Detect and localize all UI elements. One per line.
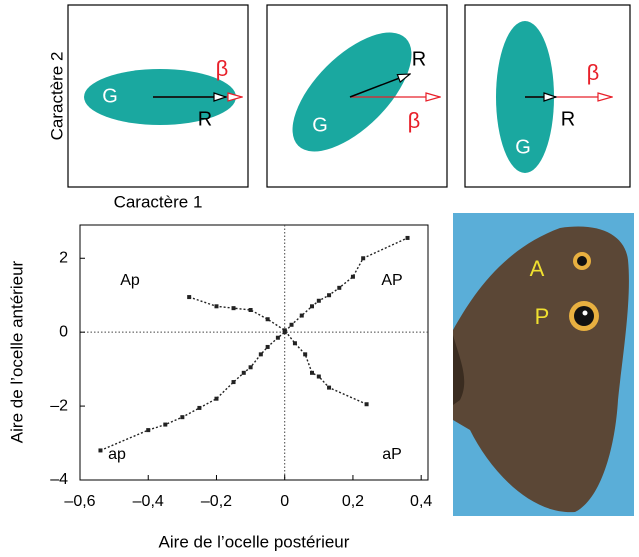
g-label: G — [102, 85, 118, 107]
x-tick-label: 0 — [280, 493, 289, 510]
point — [163, 423, 167, 427]
butterfly-photo: A P — [453, 213, 634, 516]
point — [249, 308, 253, 312]
eyespot — [583, 311, 588, 316]
diagram-panel: G β R — [267, 5, 447, 187]
diagram-panel: G β R — [465, 5, 630, 187]
y-tick-label: 2 — [59, 249, 68, 266]
point — [303, 352, 307, 356]
r-label: R — [412, 48, 426, 70]
x-axis-title: Aire de l’ocelle postérieur — [159, 532, 350, 551]
point — [180, 415, 184, 419]
y-tick-label: 0 — [59, 323, 68, 340]
plot-frame — [80, 225, 428, 480]
x-tick-label: –0,6 — [64, 493, 95, 510]
point — [361, 256, 365, 260]
point — [290, 323, 294, 327]
diagram-y-title: Caractère 2 — [47, 52, 66, 141]
point — [266, 345, 270, 349]
y-axis-title: Aire de l’ocelle antérieur — [7, 260, 26, 443]
point — [232, 380, 236, 384]
y-tick-label: –4 — [50, 471, 68, 488]
point — [300, 314, 304, 318]
point — [310, 304, 314, 308]
point — [214, 304, 218, 308]
diagram-panel: G β R — [68, 5, 248, 187]
x-tick-label: 0,4 — [410, 493, 432, 510]
photo-label: P — [535, 304, 550, 329]
series-line — [189, 297, 366, 404]
series-line — [100, 238, 407, 451]
point — [365, 402, 369, 406]
point — [327, 386, 331, 390]
diagram-x-title: Caractère 1 — [114, 192, 203, 211]
point — [351, 275, 355, 279]
point — [293, 341, 297, 345]
annotation: AP — [381, 272, 402, 289]
point — [276, 336, 280, 340]
eyespot — [574, 306, 594, 326]
eyespot — [577, 256, 587, 266]
point — [327, 293, 331, 297]
beta-label: β — [216, 56, 229, 81]
point — [317, 375, 321, 379]
x-tick-label: 0,2 — [342, 493, 364, 510]
point — [98, 448, 102, 452]
y-tick-label: –2 — [50, 397, 68, 414]
point — [310, 371, 314, 375]
r-label: R — [561, 108, 575, 130]
point — [337, 286, 341, 290]
g-label: G — [515, 136, 531, 158]
g-label: G — [312, 114, 328, 136]
point — [232, 306, 236, 310]
point — [259, 352, 263, 356]
point — [266, 317, 270, 321]
point — [249, 365, 253, 369]
annotation: Ap — [120, 272, 140, 289]
point — [283, 328, 287, 332]
point — [146, 428, 150, 432]
annotation: aP — [382, 446, 402, 463]
figure: G β R G β R G β R Caractère 2 Caractère … — [0, 0, 639, 557]
r-label: R — [198, 108, 212, 130]
photo-label: A — [530, 256, 545, 281]
point — [214, 397, 218, 401]
point — [406, 236, 410, 240]
x-tick-label: –0,4 — [133, 493, 164, 510]
chart: Aire de l’ocelle postérieur Aire de l’oc… — [7, 225, 432, 551]
beta-label: β — [587, 60, 600, 85]
point — [317, 299, 321, 303]
point — [187, 295, 191, 299]
x-tick-label: –0,2 — [201, 493, 232, 510]
beta-label: β — [408, 108, 421, 133]
point — [242, 371, 246, 375]
point — [197, 406, 201, 410]
annotation: ap — [108, 446, 126, 463]
